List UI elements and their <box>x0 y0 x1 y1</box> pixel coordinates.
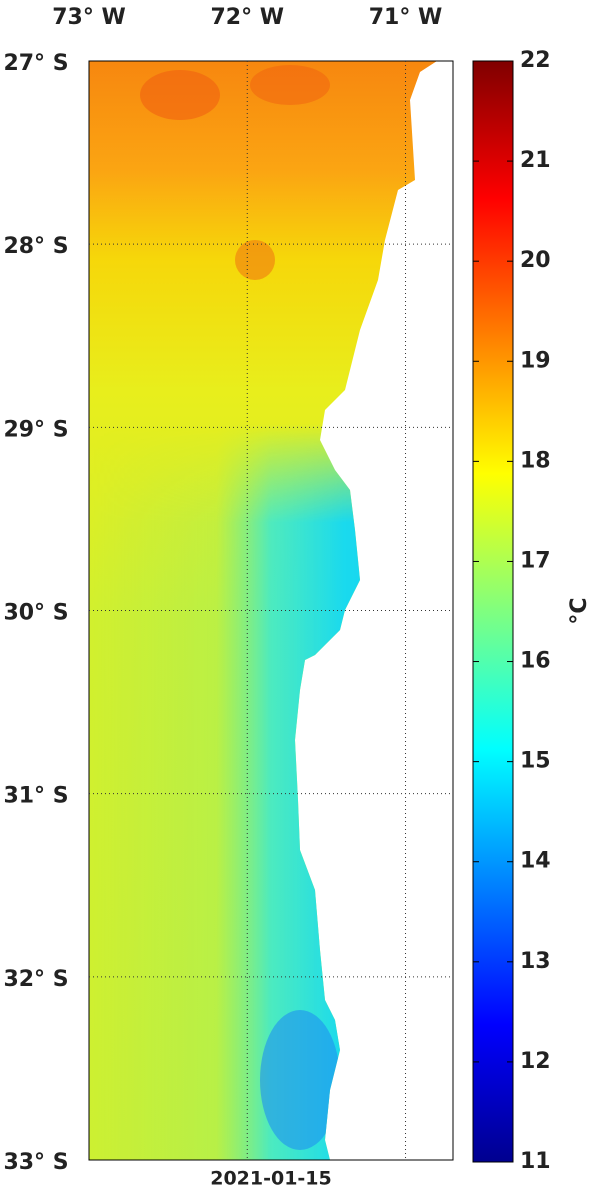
colorbar-tick-label: 20 <box>520 248 551 273</box>
colorbar-tick-label: 16 <box>520 649 551 674</box>
colorbar-tick-label: 21 <box>520 148 551 173</box>
date-label: 2021-01-15 <box>210 1168 332 1189</box>
lon-label: 72° W <box>210 5 284 30</box>
lat-label: 28° S <box>3 234 68 259</box>
lon-label: 71° W <box>369 5 443 30</box>
colorbar-tick-label: 17 <box>520 548 551 573</box>
colorbar-tick-label: 15 <box>520 749 551 774</box>
colorbar-label: °C <box>567 597 592 624</box>
colorbar <box>472 60 514 1163</box>
colorbar-tick-label: 11 <box>520 1149 551 1174</box>
colorbar-tick-label: 14 <box>520 849 551 874</box>
colorbar-tick-label: 13 <box>520 949 551 974</box>
lon-label: 73° W <box>52 5 126 30</box>
lat-label: 31° S <box>3 784 68 809</box>
colorbar-tick-label: 22 <box>520 48 551 73</box>
lat-label: 30° S <box>3 601 68 626</box>
lat-label: 32° S <box>3 967 68 992</box>
colorbar-tick-label: 12 <box>520 1049 551 1074</box>
lat-label: 27° S <box>3 51 68 76</box>
colorbar-tick-label: 19 <box>520 348 551 373</box>
colorbar-tick-label: 18 <box>520 448 551 473</box>
lat-label: 29° S <box>3 417 68 442</box>
sst-field <box>89 61 437 1160</box>
lat-label: 33° S <box>3 1150 68 1175</box>
